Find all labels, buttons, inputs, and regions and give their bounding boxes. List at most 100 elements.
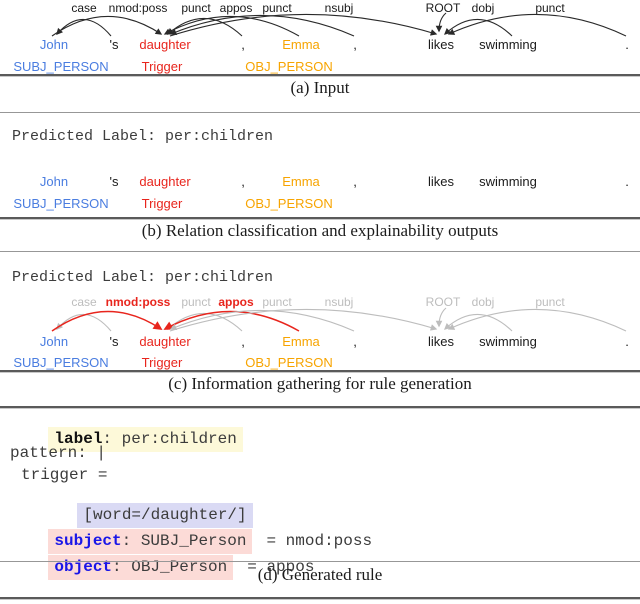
token-daughter: daughter (139, 334, 191, 349)
label-highlight: label: per:children (48, 427, 243, 452)
dependency-arc-appos (163, 310, 300, 332)
token-Emma: Emma (282, 334, 320, 349)
dependency-arc-punct (169, 309, 355, 332)
token-daughter: daughter (139, 174, 191, 189)
entity-label-OBJ_PERSON: OBJ_PERSON (245, 59, 333, 74)
arc-label-punct: punct (535, 1, 565, 15)
token-s: 's (109, 37, 119, 52)
token-: , (241, 174, 245, 189)
divider (0, 74, 640, 77)
token-swimming: swimming (479, 174, 537, 189)
entity-label-Trigger: Trigger (141, 355, 183, 370)
divider (0, 112, 640, 113)
token-: , (241, 334, 245, 349)
dependency-arc-nsubj (169, 13, 438, 37)
caption-b: (b) Relation classification and explaina… (141, 221, 499, 240)
token-likes: likes (427, 174, 455, 189)
rule-value-object: : OBJ_Person (112, 558, 228, 576)
arc-label-appos: appos (218, 295, 254, 309)
token-Emma: Emma (282, 37, 320, 52)
predicted-label-b: Predicted Label: per:children (12, 128, 274, 145)
subject-highlight: subject: SUBJ_Person (48, 529, 253, 554)
dependency-arc-ROOT (435, 307, 447, 328)
divider (0, 217, 640, 220)
token-: . (625, 37, 629, 52)
token-s: 's (109, 334, 119, 349)
rule-line-label: label: per:children (10, 412, 243, 466)
dependency-arc-punct (447, 308, 627, 332)
arc-label-punct: punct (181, 1, 211, 15)
token-: , (353, 37, 357, 52)
token-: , (353, 174, 357, 189)
arc-label-nmod:poss: nmod:poss (105, 295, 171, 309)
dependency-arc-appos (163, 15, 300, 37)
divider (0, 406, 640, 409)
entity-label-Trigger: Trigger (141, 59, 183, 74)
dependency-arc-punct (169, 14, 355, 37)
arc-label-punct: punct (262, 295, 292, 309)
dependency-arcs (51, 12, 627, 37)
rule-key-label: label (54, 430, 103, 448)
dependency-arc-dobj (444, 313, 513, 332)
dependency-arcs (51, 307, 627, 332)
dependency-arc-ROOT (435, 12, 447, 33)
entity-label-SUBJ_PERSON: SUBJ_PERSON (13, 355, 109, 370)
rule-line-subject: subject: SUBJ_Person = nmod:poss (10, 514, 372, 568)
dependency-arc-nsubj (169, 308, 438, 332)
arc-label-dobj: dobj (471, 1, 495, 15)
token-: , (241, 37, 245, 52)
divider (0, 597, 640, 600)
arc-label-dobj: dobj (471, 295, 495, 309)
rule-line-pattern: pattern: | (10, 444, 107, 462)
arc-label-case: case (71, 1, 97, 15)
dependency-arc-nmod:poss (51, 15, 163, 37)
arc-label-nsubj: nsubj (324, 295, 354, 309)
entity-label-Trigger: Trigger (141, 196, 183, 211)
token-s: 's (109, 174, 119, 189)
token-swimming: swimming (479, 334, 537, 349)
token-: , (353, 334, 357, 349)
arc-label-nmod:poss: nmod:poss (108, 1, 168, 15)
token-swimming: swimming (479, 37, 537, 52)
rule-line-object: object: OBJ_Person = appos (10, 540, 314, 594)
divider (0, 370, 640, 373)
caption-c: (c) Information gathering for rule gener… (168, 374, 472, 393)
caption-d: (d) Generated rule (257, 565, 383, 584)
entity-label-OBJ_PERSON: OBJ_PERSON (245, 196, 333, 211)
token-likes: likes (427, 37, 455, 52)
token-John: John (39, 174, 69, 189)
arc-label-case: case (71, 295, 97, 309)
dependency-arc-punct (447, 13, 627, 37)
rule-line-trigger: trigger = (21, 466, 108, 484)
caption-a: (a) Input (290, 78, 350, 97)
divider (0, 561, 640, 562)
dependency-arc-nmod:poss (51, 310, 163, 332)
object-relation: = appos (247, 558, 315, 576)
token-likes: likes (427, 334, 455, 349)
token-Emma: Emma (282, 174, 320, 189)
entity-label-OBJ_PERSON: OBJ_PERSON (245, 355, 333, 370)
entity-label-SUBJ_PERSON: SUBJ_PERSON (13, 196, 109, 211)
predicted-label-c: Predicted Label: per:children (12, 269, 274, 286)
rule-value-subject: : SUBJ_Person (121, 532, 247, 550)
dependency-arc-dobj (444, 18, 513, 37)
token-John: John (39, 37, 69, 52)
object-highlight: object: OBJ_Person (48, 555, 234, 580)
arc-label-nsubj: nsubj (324, 1, 354, 15)
token-: . (625, 174, 629, 189)
arc-label-appos: appos (219, 1, 253, 15)
arc-label-ROOT: ROOT (425, 1, 461, 15)
divider (0, 251, 640, 252)
rule-key-object: object (54, 558, 113, 576)
entity-label-SUBJ_PERSON: SUBJ_PERSON (13, 59, 109, 74)
arc-label-punct: punct (262, 1, 292, 15)
arc-label-punct: punct (181, 295, 211, 309)
arc-label-ROOT: ROOT (425, 295, 461, 309)
token-: . (625, 334, 629, 349)
trigger-word-highlight: [word=/daughter/] (77, 503, 253, 528)
subject-relation: = nmod:poss (266, 532, 373, 550)
token-John: John (39, 334, 69, 349)
rule-value-label: : per:children (102, 430, 237, 448)
token-daughter: daughter (139, 37, 191, 52)
